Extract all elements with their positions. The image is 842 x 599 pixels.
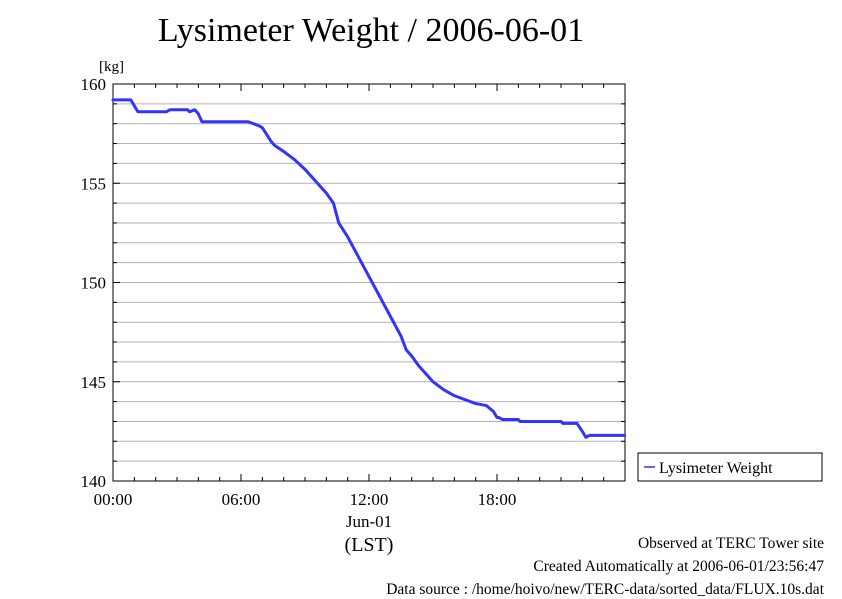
footer-site: Observed at TERC Tower site xyxy=(637,535,824,552)
legend: Lysimeter Weight xyxy=(637,452,823,482)
chart-title: Lysimeter Weight / 2006-06-01 xyxy=(157,12,585,49)
x-axis: 00:00 06:00 12:00 18:00 xyxy=(94,84,626,509)
legend-box xyxy=(637,452,823,482)
y-tick-label: 145 xyxy=(81,373,107,392)
footer-created: Created Automatically at 2006-06-01/23:5… xyxy=(533,558,824,575)
y-tick-label: 140 xyxy=(81,472,107,491)
y-tick-label: 155 xyxy=(81,174,107,193)
footer-source: Data source : /home/hoivo/new/TERC-data/… xyxy=(386,581,824,598)
y-axis: 140 145 150 155 160 xyxy=(81,75,625,491)
x-tick-label: 18:00 xyxy=(478,490,517,509)
x-tick-label: 00:00 xyxy=(94,490,133,509)
legend-label: Lysimeter Weight xyxy=(659,460,773,477)
y-tick-label: 150 xyxy=(81,274,107,293)
y-axis-unit: [kg] xyxy=(99,59,124,75)
x-axis-label: (LST) xyxy=(345,534,394,556)
x-tick-label: 12:00 xyxy=(350,490,389,509)
series-line xyxy=(111,98,627,439)
grid-lines xyxy=(113,103,625,462)
x-axis-date-label: Jun-01 xyxy=(346,512,392,531)
x-tick-label: 06:00 xyxy=(222,490,261,509)
series-layer xyxy=(111,98,627,439)
y-tick-label: 160 xyxy=(81,75,107,94)
